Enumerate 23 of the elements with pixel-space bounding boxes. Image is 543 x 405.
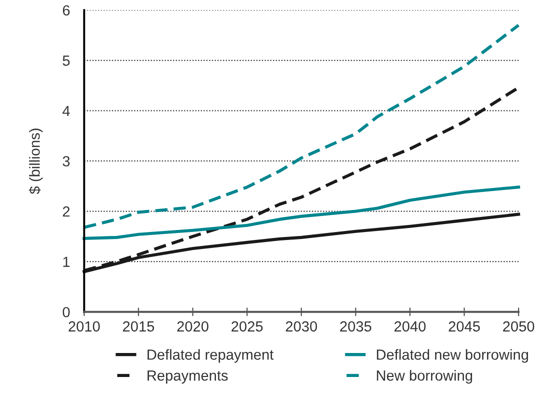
y-tick-label: 6 — [62, 5, 70, 16]
y-axis-title: $ (billions) — [28, 128, 43, 194]
x-tick-label: 2045 — [448, 321, 480, 332]
legend-label: Repayments — [148, 370, 228, 384]
x-tick-label: 2020 — [177, 321, 208, 332]
line-series — [82, 186, 520, 240]
x-tick-label: 2040 — [394, 321, 426, 332]
x-tick-label: 2025 — [232, 321, 263, 332]
x-tick-label: 2010 — [68, 321, 100, 332]
x-tick-label: 2030 — [286, 321, 318, 332]
legend-label: New borrowing — [376, 370, 472, 384]
line-series — [82, 24, 520, 229]
x-tick-label: 2035 — [340, 321, 372, 332]
y-tick-label: 4 — [62, 106, 70, 116]
legend-label: Deflated repayment — [148, 349, 274, 363]
y-tick-label: 2 — [62, 206, 70, 217]
y-tick-label: 3 — [62, 156, 70, 166]
x-tick-label: 2015 — [122, 321, 154, 332]
y-tick-label: 1 — [63, 256, 70, 267]
x-tick-label: 2050 — [503, 321, 534, 332]
y-tick-label: 5 — [62, 56, 70, 66]
y-tick-label: 0 — [62, 306, 70, 318]
legend-label: Deflated new borrowing — [376, 349, 528, 363]
